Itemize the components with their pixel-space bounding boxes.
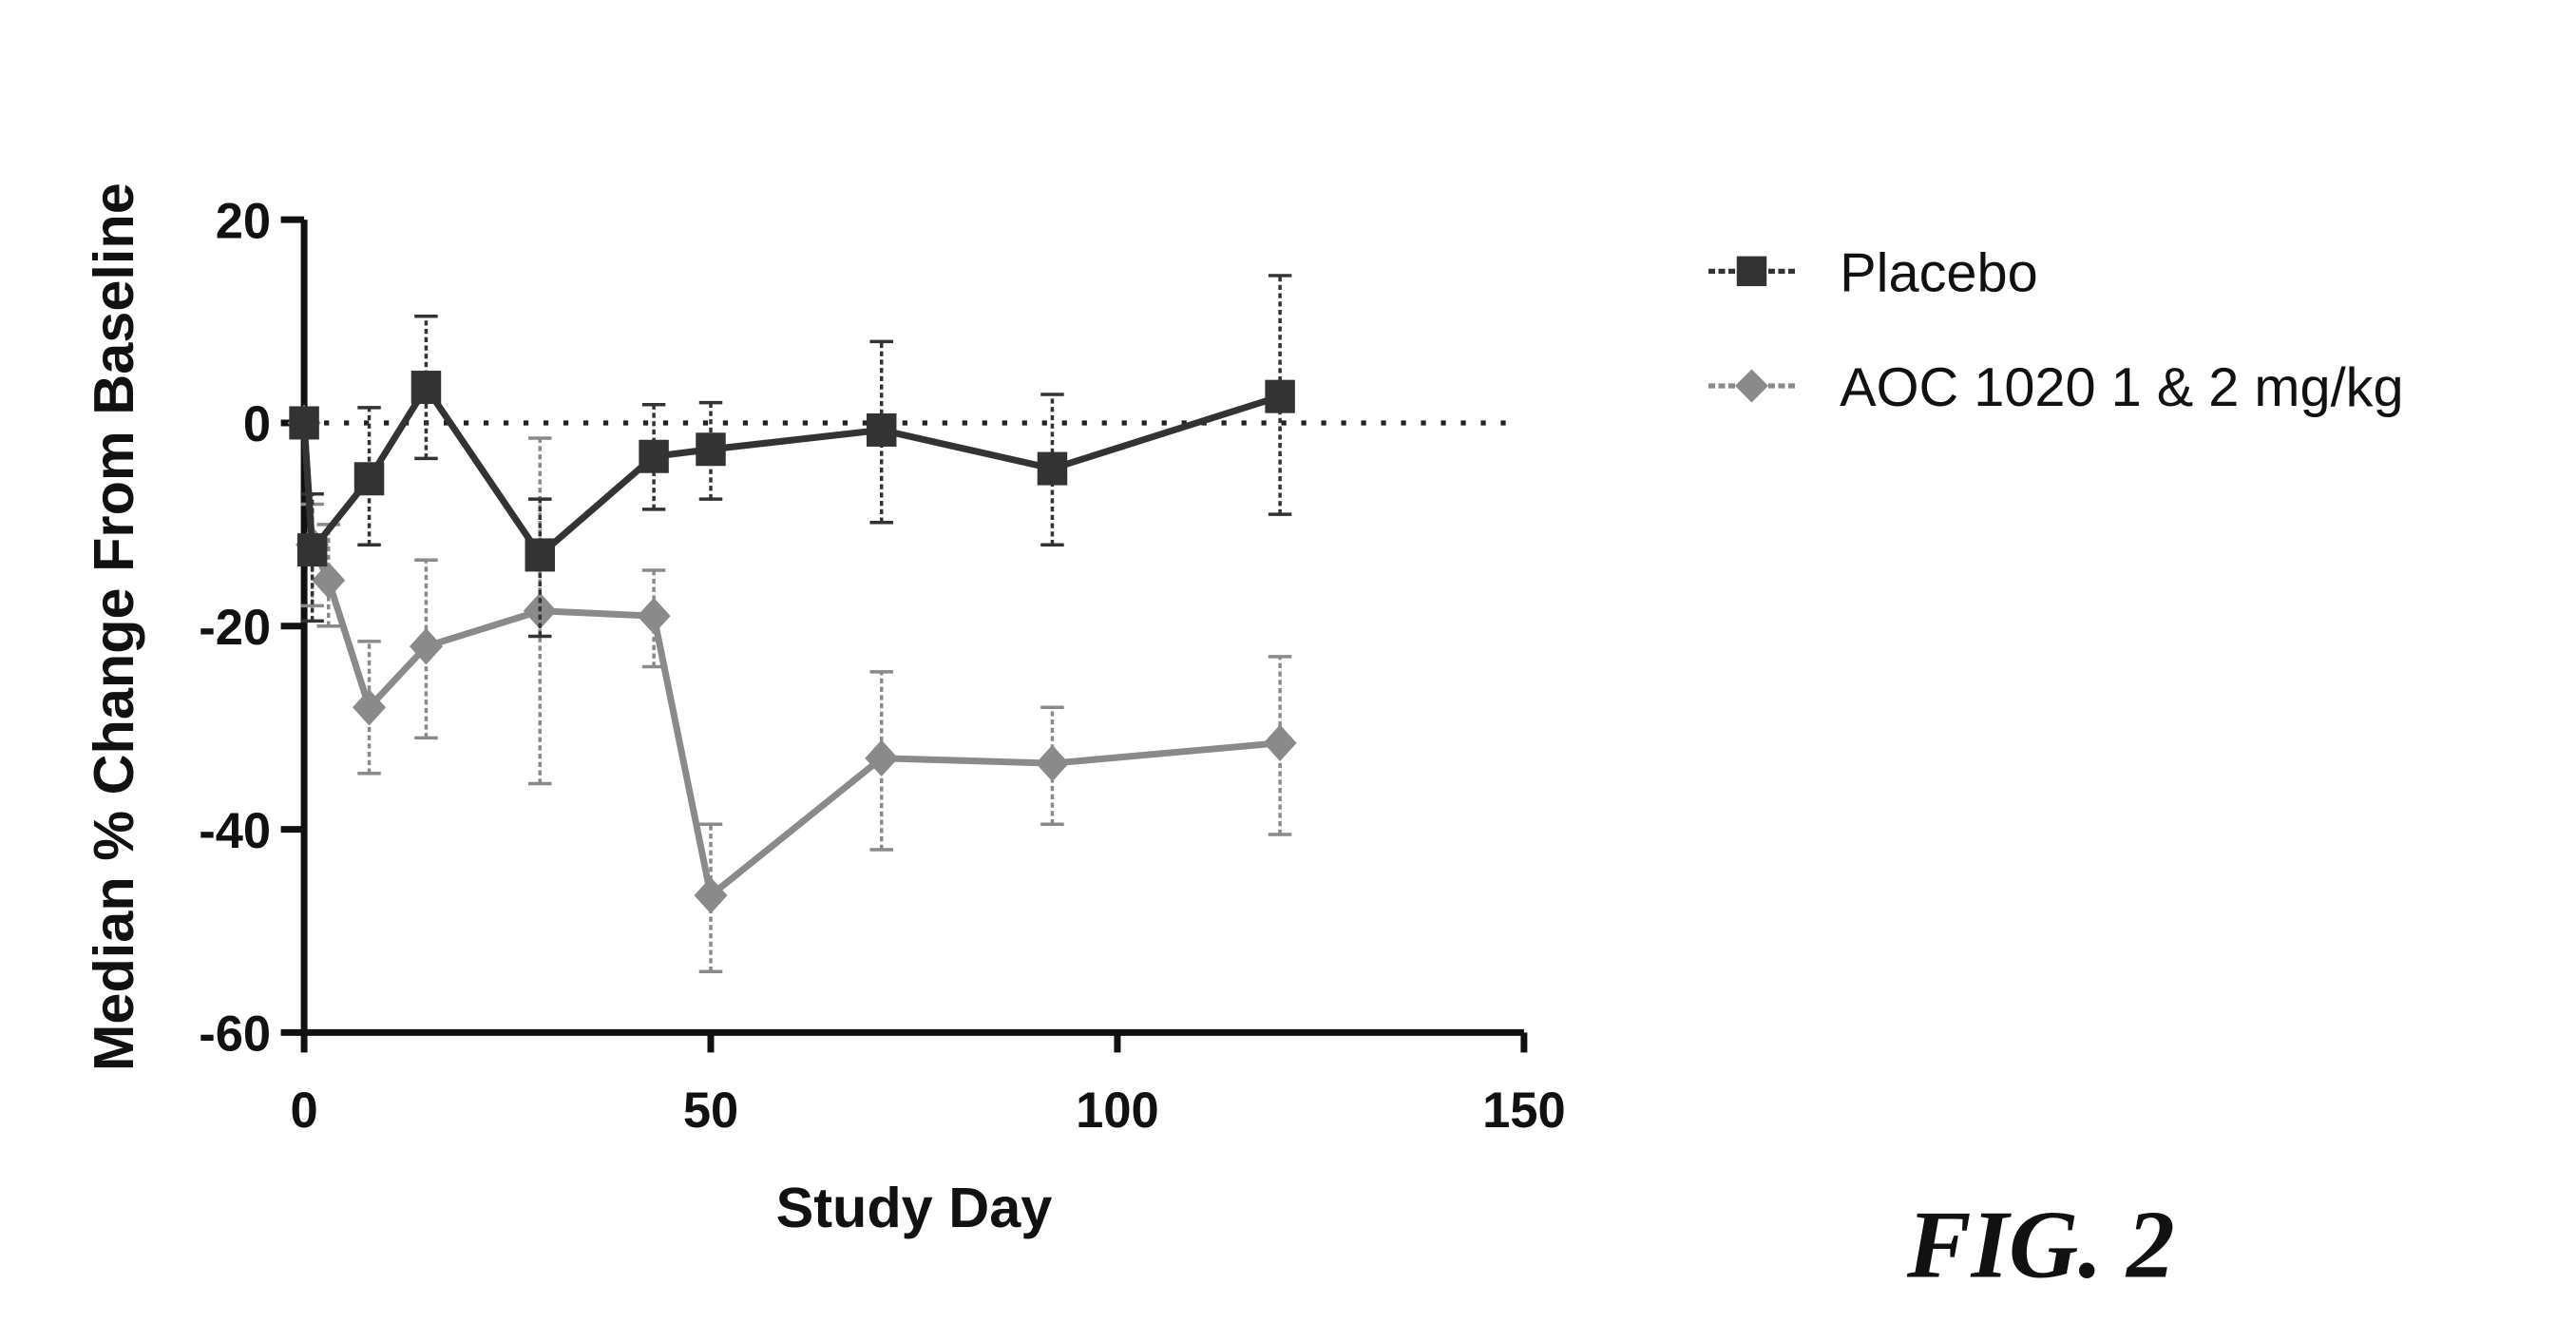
data-point [409,627,443,665]
y-axis-label: Median % Change From Baseline [82,182,145,1071]
data-point [353,462,385,496]
data-point [1035,744,1069,782]
y-tick-label: 0 [243,397,271,452]
series-line [300,422,1281,902]
data-point [312,562,346,599]
data-point [866,412,897,447]
y-tick-label: -60 [199,1007,271,1063]
legend-label: Placebo [1840,242,2038,303]
series-placebo [289,274,1295,639]
data-point [865,739,899,776]
plot-area [287,274,1297,974]
legend-marker [1734,369,1768,403]
y-tick-label: 20 [216,194,271,249]
data-point [1037,451,1068,486]
x-axis-label: Study Day [776,1176,1053,1239]
axes: 20 0 -20 -40 -60 0 50 100 150 [199,194,1565,1139]
data-point [1263,724,1297,761]
legend-label: AOC 1020 1 & 2 mg/kg [1840,357,2403,418]
figure-label: FIG. 2 [1906,1192,2175,1298]
data-point [1265,379,1295,413]
legend-marker [1736,256,1767,287]
series-aoc-1020-1-2-mg-kg [287,404,1297,974]
data-point [637,597,671,635]
legend: Placebo AOC 1020 1 & 2 mg/kg [1708,242,2404,418]
data-point [694,876,728,914]
data-point [410,371,442,405]
y-tick-label: -40 [199,804,271,859]
x-tick-label: 150 [1482,1083,1566,1139]
series-line [300,381,1282,561]
data-point [639,439,669,473]
data-point [525,538,556,572]
data-point [696,432,726,467]
x-tick-label: 100 [1076,1083,1159,1139]
data-point [296,533,328,567]
y-tick-label: -20 [199,601,271,656]
x-tick-label: 50 [683,1083,738,1139]
x-tick-label: 0 [290,1083,317,1139]
data-point [289,406,319,440]
